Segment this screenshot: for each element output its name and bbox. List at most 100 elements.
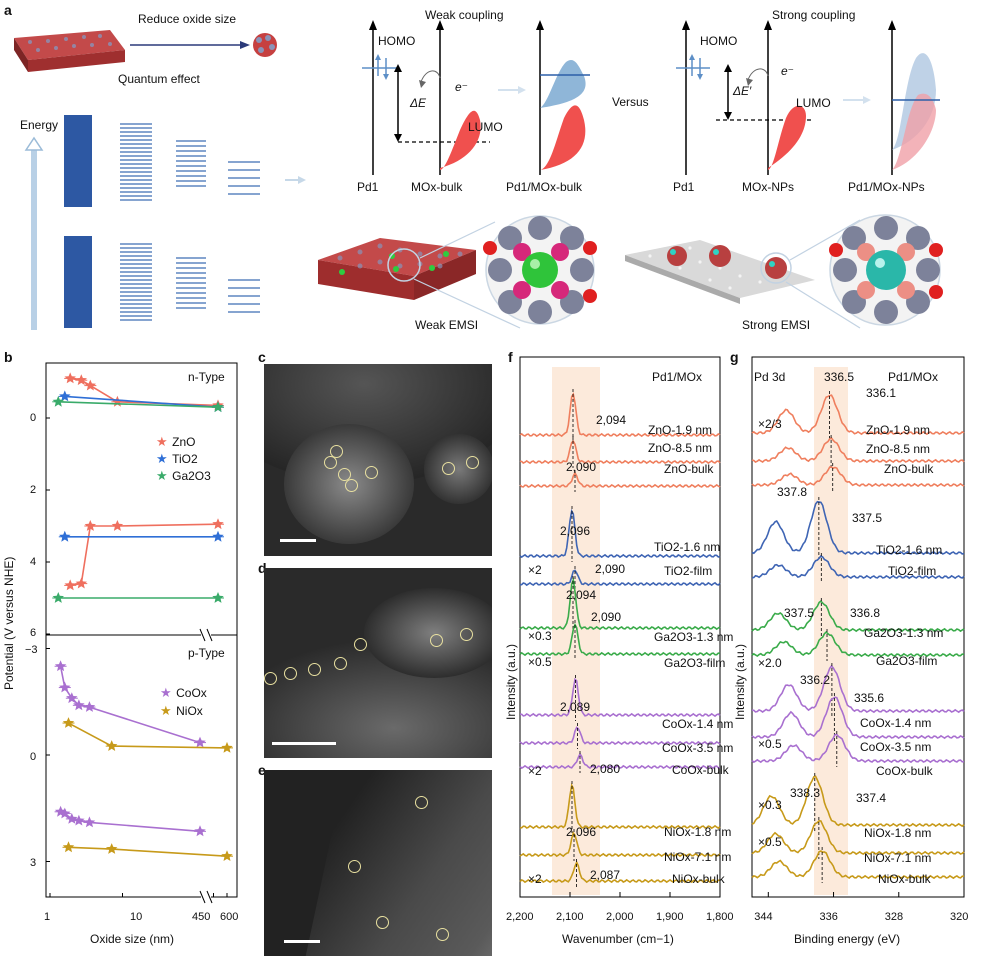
f-curve-label: Ga2O3-film (664, 656, 726, 670)
g-curve-label: NiOx-1.8 nm (864, 826, 932, 840)
b-xtick-10: 10 (130, 911, 143, 923)
g-spectrum-curve (751, 819, 965, 856)
g-curve-label: NiOx-7.1 nm (864, 851, 932, 865)
single-atom-marker (264, 672, 277, 685)
panel-d-letter: d (258, 560, 267, 576)
strong-emsi-zoom (829, 214, 943, 326)
mox-bulk-label: MOx-bulk (411, 180, 463, 194)
f-spectrum-curve (519, 569, 721, 587)
g-curve-label: CoOx-bulk (876, 764, 933, 778)
stem-image-c (264, 364, 492, 556)
panel-g-curves (751, 391, 965, 883)
b-data-point (59, 681, 71, 693)
delta-e-prime-label: ΔE′ (733, 84, 752, 98)
legend-coox: ★ CoOx (160, 685, 207, 700)
b-data-point (111, 520, 124, 531)
homo-label-weak: HOMO (378, 34, 416, 48)
mox-nps-label: MOx-NPs (742, 180, 794, 194)
b-xtick-600: 600 (220, 911, 239, 923)
panel-b-frame-p (45, 634, 238, 898)
f-xtick-label: 2,000 (606, 911, 634, 923)
f-spectrum-curve (520, 677, 721, 718)
b-data-point (64, 579, 76, 591)
b-series-line (68, 722, 228, 749)
b-series-line (64, 395, 219, 408)
b-data-point (194, 825, 206, 837)
g-curve-label: ZnO-8.5 nm (866, 442, 931, 456)
panel-g-xlabel: Binding energy (eV) (794, 932, 901, 946)
legend-tio2-label: TiO2 (172, 452, 198, 466)
f-xtick-label: 2,200 (506, 911, 534, 923)
panel-f-curves (519, 389, 721, 887)
panel-e-letter: e (258, 762, 266, 778)
f-peak-label: 2,087 (590, 868, 621, 882)
f-spectrum-curve (519, 783, 721, 830)
f-peak-label: 2,090 (566, 460, 597, 474)
b-ytick-0: 0 (30, 412, 37, 424)
weak-emsi-slab (318, 221, 521, 329)
f-curve-label: ZnO-bulk (664, 462, 714, 476)
single-atom-marker (324, 456, 337, 469)
f-spectrum-curve (519, 726, 721, 746)
b-ytick-p0: 0 (30, 751, 37, 763)
b-data-point (106, 740, 118, 751)
nanoparticle (253, 33, 277, 57)
b-data-point (221, 741, 233, 753)
legend-niox: ★ NiOx (160, 703, 203, 718)
b-ytick-4: 4 (30, 556, 37, 568)
g-curve-label: Ga2O3-film (876, 654, 938, 668)
b-series-line (70, 523, 219, 587)
g-peak-label: 337.4 (856, 791, 887, 805)
f-spectrum-curve (519, 860, 721, 884)
f-scale-label: ×0.5 (528, 655, 552, 669)
g-peak-label: 336.1 (866, 386, 897, 400)
legend-ga2o3-label: Ga2O3 (172, 469, 211, 483)
panel-b-xlabel: Oxide size (nm) (90, 932, 175, 946)
stem-image-e (264, 770, 492, 956)
single-atom-marker (348, 860, 361, 873)
b-data-point (62, 841, 75, 853)
f-scale-label: ×2 (528, 764, 542, 778)
quantum-effect-label: Quantum effect (118, 72, 200, 86)
b-ytick-m3: −3 (25, 644, 38, 656)
legend-zno-label: ZnO (172, 435, 196, 449)
b-data-point (212, 401, 224, 413)
reduce-oxide-size-label: Reduce oxide size (138, 12, 237, 26)
g-curve-label: TiO2-1.6 nm (876, 543, 943, 557)
single-atom-marker (460, 628, 473, 641)
g-spectrum-curve (751, 394, 965, 436)
f-xtick-label: 2,100 (556, 911, 584, 923)
g-spectrum-curve (751, 696, 965, 740)
panel-g-letter: g (730, 349, 739, 365)
f-peak-label: 2,089 (560, 700, 591, 714)
panel-b-chart (45, 362, 238, 904)
g-curve-label: ZnO-bulk (884, 462, 934, 476)
panel-f-chart (519, 356, 721, 898)
b-data-point (59, 807, 71, 819)
g-scale-label: ×2/3 (758, 417, 782, 431)
panel-g-frame (751, 356, 965, 898)
pd1-label-strong: Pd1 (673, 180, 695, 194)
b-data-point (59, 390, 71, 402)
homo-label-strong: HOMO (700, 34, 738, 48)
f-spectrum-curve (519, 439, 721, 465)
panel-c-letter: c (258, 349, 266, 365)
g-spectrum-curve (751, 500, 965, 556)
legend-zno: ★ ZnO (156, 434, 196, 449)
single-atom-marker (354, 638, 367, 651)
g-scale-label: ×2.0 (758, 656, 782, 670)
b-data-point (73, 814, 85, 826)
panel-b-letter: b (4, 349, 13, 365)
single-atom-marker (345, 479, 358, 492)
f-curve-label: NiOx-7.1 nm (664, 850, 732, 864)
weak-emsi-zoom (483, 215, 597, 325)
single-atom-marker (430, 634, 443, 647)
f-curve-label: TiO2-1.6 nm (654, 540, 721, 554)
f-curve-label: TiO2-film (664, 564, 713, 578)
panel-f-ylabel: Intensity (a.u.) (504, 643, 518, 720)
f-curve-label: NiOx-bulk (672, 872, 725, 886)
panel-g-title: Pd1/MOx (888, 370, 939, 384)
g-spectrum-curve (751, 733, 965, 764)
f-scale-label: ×2 (528, 872, 542, 886)
b-data-point (111, 395, 124, 407)
